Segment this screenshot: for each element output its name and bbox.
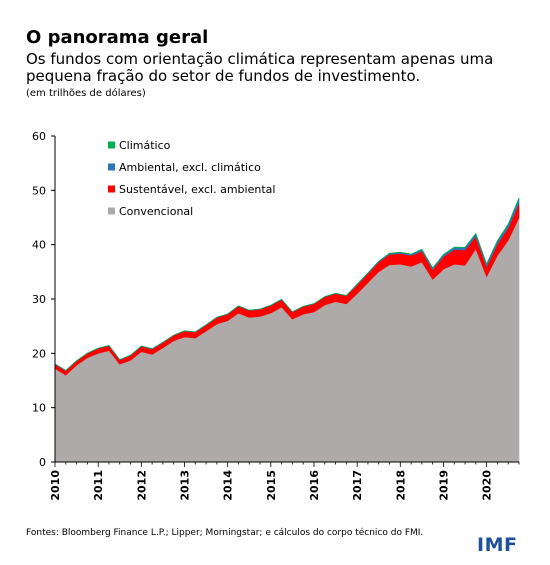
y-tick-label: 10: [32, 402, 46, 415]
chart-subtitle: Os fundos com orientação climática repre…: [26, 50, 494, 85]
x-tick-label: 2014: [222, 470, 235, 501]
imf-logo: IMF: [477, 534, 518, 556]
x-tick-label: 2019: [437, 470, 450, 501]
legend-swatch: [108, 141, 115, 149]
x-tick-label: 2016: [308, 470, 321, 501]
y-tick-label: 60: [32, 130, 46, 143]
legend-label: Climático: [119, 139, 171, 152]
y-tick-label: 0: [39, 456, 46, 469]
x-tick-label: 2011: [92, 470, 105, 501]
y-tick-label: 50: [32, 184, 46, 197]
x-tick-label: 2015: [265, 470, 278, 501]
legend-label: Sustentável, excl. ambiental: [119, 183, 275, 196]
x-tick-label: 2020: [481, 470, 494, 501]
y-tick-label: 40: [32, 239, 46, 252]
legend-swatch: [108, 185, 115, 193]
x-tick-label: 2010: [49, 470, 62, 501]
area-series-3: [54, 197, 520, 371]
legend-label: Ambiental, excl. climático: [119, 161, 261, 174]
x-tick-label: 2013: [178, 470, 191, 501]
legend-label: Convencional: [119, 205, 193, 218]
x-tick-label: 2012: [135, 470, 148, 501]
y-tick-label: 30: [32, 293, 46, 306]
x-tick-label: 2017: [351, 470, 364, 501]
unit-note: (em trilhões de dólares): [26, 88, 146, 99]
x-tick-label: 2018: [394, 470, 407, 501]
source-note: Fontes: Bloomberg Finance L.P.; Lipper; …: [26, 528, 424, 538]
area-chart: 0 10 20 30 40 50 60 2010 2011 2012 2013 2014 2015 201…: [32, 130, 520, 501]
legend-swatch: [108, 207, 115, 215]
legend-swatch: [108, 163, 115, 171]
chart-title: O panorama geral: [26, 27, 209, 48]
y-tick-label: 20: [32, 347, 46, 360]
